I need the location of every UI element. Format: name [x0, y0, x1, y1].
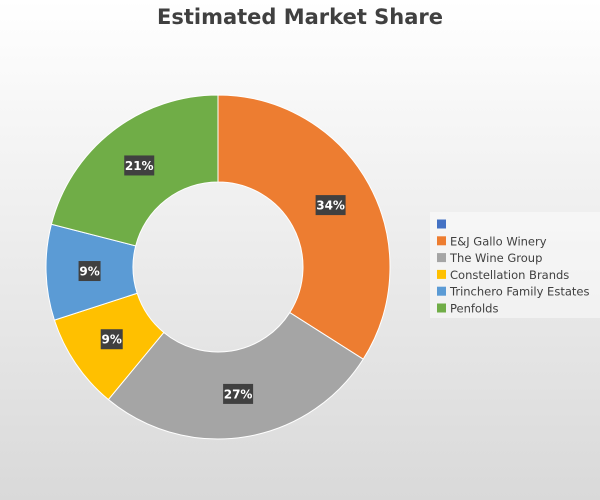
chart-title: Estimated Market Share [157, 5, 443, 29]
data-label-box [315, 195, 346, 216]
data-label: 21% [125, 159, 154, 173]
data-label-box [124, 155, 155, 176]
legend-swatch [437, 219, 446, 229]
legend-label: The Wine Group [449, 251, 542, 265]
legend-box [430, 212, 600, 318]
legend-label: E&J Gallo Winery [450, 234, 547, 248]
legend-label: Trinchero Family Estates [449, 285, 589, 299]
donut-slice [107, 311, 364, 440]
data-label: 34% [316, 199, 345, 213]
legend-swatch [437, 236, 446, 246]
data-label-box [78, 261, 101, 282]
legend-swatch [437, 253, 446, 263]
donut-slice [217, 94, 391, 360]
legend-swatch [437, 269, 446, 279]
data-label: 9% [79, 265, 99, 279]
data-label: 27% [224, 387, 253, 401]
data-label: 9% [102, 333, 122, 347]
data-label-box [100, 329, 123, 350]
legend-label: Penfolds [450, 302, 498, 316]
legend-label: Constellation Brands [450, 268, 569, 282]
legend-swatch [437, 303, 446, 313]
legend-swatch [437, 286, 446, 296]
data-label-box [223, 383, 254, 404]
